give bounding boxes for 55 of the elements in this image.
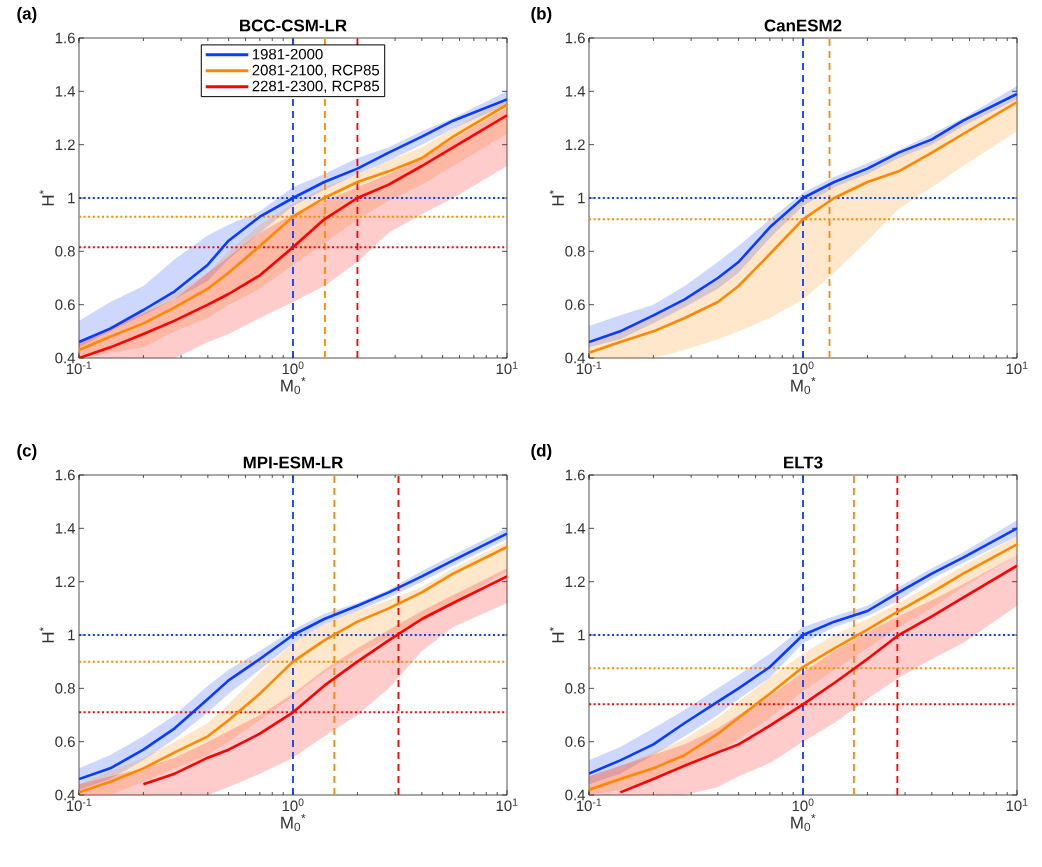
legend-label: 2281-2300, RCP85 — [252, 80, 380, 94]
y-tick-label: 1.2 — [55, 139, 75, 150]
x-tick-label: 10$^{0}$ — [792, 361, 814, 375]
x-tick-label: 10$^{0}$ — [282, 798, 304, 812]
text: (d) — [531, 444, 552, 460]
y-tick-label: 1 — [68, 629, 75, 641]
y-tick-label: 0.4 — [565, 789, 586, 801]
x-axis-title: M$_{0}$* — [281, 377, 306, 395]
text: (c) — [17, 444, 37, 460]
y-tick-label: 1.2 — [565, 139, 585, 150]
x-axis-title: M$_{0}$* — [791, 814, 816, 832]
y-tick-label: 0.6 — [565, 736, 585, 747]
y-tick-label: 1.4 — [565, 86, 586, 97]
x-axis-title: M$_{0}$* — [281, 814, 306, 832]
y-tick-label: 0.8 — [55, 683, 75, 694]
y-tick-label: 0.8 — [565, 246, 585, 257]
y-axis-title: H$^{*}$ — [39, 190, 54, 206]
y-tick-label: 0.4 — [565, 352, 586, 364]
y-tick-label: 0.8 — [55, 246, 75, 257]
y-axis-title: H$^{*}$ — [39, 627, 54, 643]
y-tick-label: 1.6 — [565, 469, 585, 481]
y-tick-label: 0.6 — [55, 736, 75, 747]
y-tick-label: 1.2 — [565, 576, 585, 587]
y-axis-title: H$^{*}$ — [549, 190, 564, 206]
y-tick-label: 1.4 — [565, 523, 586, 534]
x-tick-label: 10$^{0}$ — [792, 798, 814, 812]
y-tick-label: 0.6 — [55, 299, 75, 310]
x-axis-title: M$_{0}$* — [791, 377, 816, 395]
y-tick-label: 1.6 — [55, 469, 75, 481]
y-tick-label: 1 — [578, 629, 585, 641]
x-tick-label: 10$^{1}$ — [496, 361, 518, 375]
y-axis-title: H$^{*}$ — [549, 627, 564, 643]
text: (b) — [531, 7, 552, 23]
y-tick-label: 1.4 — [55, 523, 76, 534]
chart-title: CanESM2 — [764, 19, 842, 32]
y-tick-label: 0.6 — [565, 299, 585, 310]
text: (a) — [17, 7, 37, 23]
chart-title: ELT3 — [784, 456, 823, 469]
legend-label: 2081-2100, RCP85 — [252, 64, 380, 78]
y-tick-label: 0.4 — [55, 789, 76, 801]
y-tick-label: 1.2 — [55, 576, 75, 587]
x-tick-label: 10$^{1}$ — [1006, 361, 1028, 375]
y-tick-label: 1 — [68, 192, 75, 204]
legend-label: 1981-2000 — [252, 48, 323, 60]
x-tick-label: 10$^{1}$ — [496, 798, 518, 812]
y-tick-label: 1.6 — [565, 32, 585, 44]
x-tick-label: 10$^{1}$ — [1006, 798, 1028, 812]
x-tick-label: 10$^{0}$ — [282, 361, 304, 375]
y-tick-label: 1.4 — [55, 86, 76, 97]
y-tick-label: 1 — [578, 192, 585, 204]
chart-title: MPI-ESM-LR — [243, 456, 343, 469]
y-tick-label: 0.4 — [55, 352, 76, 364]
y-tick-label: 0.8 — [565, 683, 585, 694]
chart-title: BCC-CSM-LR — [240, 19, 347, 32]
y-tick-label: 1.6 — [55, 32, 75, 44]
